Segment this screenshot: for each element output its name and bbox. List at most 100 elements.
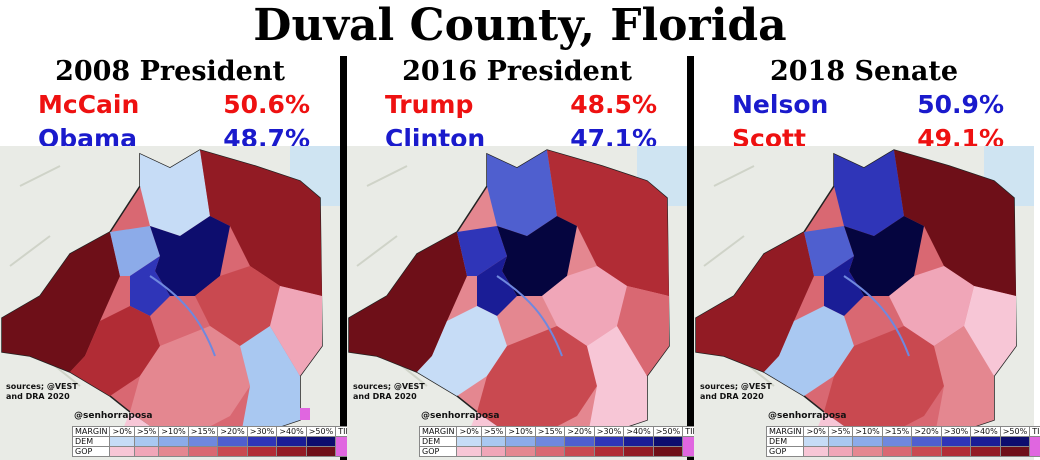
legend-dem-swatch bbox=[652, 436, 684, 447]
legend-bin: >10% bbox=[505, 426, 536, 437]
panel-divider-2 bbox=[687, 56, 694, 460]
legend-bin: >0% bbox=[109, 426, 135, 437]
candidate-percent: 50.6% bbox=[223, 90, 310, 119]
legend-gop-label: GOP bbox=[765, 446, 805, 457]
legend-gop-swatch bbox=[999, 446, 1031, 457]
legend-gop-swatch bbox=[940, 446, 972, 457]
legend-gop-swatch bbox=[480, 446, 507, 457]
margin-legend: MARGIN >0% >5% >10% >15% >20% >30% >40% … bbox=[418, 426, 701, 457]
legend-dem-swatch bbox=[133, 436, 160, 447]
legend-bin: >20% bbox=[911, 426, 942, 437]
candidate-name: McCain bbox=[38, 90, 140, 119]
legend-dem-swatch bbox=[217, 436, 248, 447]
legend-tie-swatch bbox=[1029, 436, 1040, 457]
legend-bin: >15% bbox=[187, 426, 219, 437]
candidate-row-first: Nelson 50.9% bbox=[694, 88, 1034, 122]
legend-margin-label: MARGIN bbox=[71, 426, 111, 437]
legend-dem-swatch bbox=[158, 436, 189, 447]
legend-dem-swatch bbox=[109, 436, 135, 447]
panel-title: 2018 Senate bbox=[770, 56, 958, 87]
legend-dem-label: DEM bbox=[71, 436, 111, 447]
legend-bin: >50% bbox=[305, 426, 337, 437]
legend-bin: >5% bbox=[480, 426, 507, 437]
legend-gop-swatch bbox=[217, 446, 248, 457]
legend-bin: >15% bbox=[534, 426, 566, 437]
margin-legend: MARGIN >0% >5% >10% >15% >20% >30% >40% … bbox=[71, 426, 354, 457]
legend-gop-swatch bbox=[246, 446, 278, 457]
legend-gop-swatch bbox=[276, 446, 307, 457]
candidate-row-first: Trump 48.5% bbox=[347, 88, 687, 122]
legend-gop-swatch bbox=[881, 446, 913, 457]
legend-dem-swatch bbox=[564, 436, 595, 447]
panel-divider-1 bbox=[340, 56, 347, 460]
legend-gop-swatch bbox=[505, 446, 536, 457]
legend-bin: >30% bbox=[940, 426, 972, 437]
legend-gop-swatch bbox=[852, 446, 883, 457]
candidate-name: Nelson bbox=[732, 90, 829, 119]
legend-gop-swatch bbox=[133, 446, 160, 457]
legend-bin: >50% bbox=[999, 426, 1031, 437]
legend-dem-swatch bbox=[593, 436, 625, 447]
legend-bin: >10% bbox=[852, 426, 883, 437]
author-handle: @senhorraposa bbox=[768, 411, 847, 421]
candidate-percent: 48.5% bbox=[570, 90, 657, 119]
legend-dem-swatch bbox=[305, 436, 337, 447]
precinct-map bbox=[694, 146, 1034, 460]
legend-bin: >30% bbox=[593, 426, 625, 437]
legend-gop-swatch bbox=[803, 446, 829, 457]
legend-gop-swatch bbox=[827, 446, 854, 457]
legend-dem-swatch bbox=[246, 436, 278, 447]
legend-bin: >40% bbox=[623, 426, 654, 437]
legend-gop-swatch bbox=[305, 446, 337, 457]
legend-gop-swatch bbox=[456, 446, 482, 457]
legend-bin: >10% bbox=[158, 426, 189, 437]
legend-dem-swatch bbox=[187, 436, 219, 447]
panel-2016-president: 2016 President Trump 48.5% Clinton 47.1% bbox=[347, 56, 701, 460]
legend-bin: >40% bbox=[276, 426, 307, 437]
legend-dem-swatch bbox=[456, 436, 482, 447]
legend-bin: >40% bbox=[970, 426, 1001, 437]
legend-dem-swatch bbox=[970, 436, 1001, 447]
candidate-name: Trump bbox=[385, 90, 474, 119]
legend-dem-swatch bbox=[940, 436, 972, 447]
legend-bin: TIE bbox=[1029, 426, 1040, 437]
panel-2018-senate: 2018 Senate Nelson 50.9% Scott 49.1% bbox=[694, 56, 1040, 460]
legend-gop-swatch bbox=[109, 446, 135, 457]
sources-note: sources; @VEST and DRA 2020 bbox=[353, 382, 425, 401]
legend-bin: >15% bbox=[881, 426, 913, 437]
legend-dem-label: DEM bbox=[765, 436, 805, 447]
page-title: Duval County, Florida bbox=[253, 0, 787, 51]
legend-gop-swatch bbox=[623, 446, 654, 457]
legend-margin-label: MARGIN bbox=[418, 426, 458, 437]
precinct-map bbox=[0, 146, 340, 460]
legend-gop-swatch bbox=[593, 446, 625, 457]
legend-dem-swatch bbox=[534, 436, 566, 447]
legend-gop-swatch bbox=[970, 446, 1001, 457]
legend-dem-swatch bbox=[505, 436, 536, 447]
sources-note: sources; @VEST and DRA 2020 bbox=[6, 382, 78, 401]
precinct-map bbox=[347, 146, 687, 460]
legend-dem-swatch bbox=[623, 436, 654, 447]
legend-gop-swatch bbox=[652, 446, 684, 457]
legend-dem-swatch bbox=[999, 436, 1031, 447]
legend-bin: >30% bbox=[246, 426, 278, 437]
legend-bin: >0% bbox=[803, 426, 829, 437]
panel-title: 2008 President bbox=[55, 56, 285, 87]
legend-bin: >5% bbox=[827, 426, 854, 437]
legend-dem-swatch bbox=[827, 436, 854, 447]
legend-bin: >20% bbox=[564, 426, 595, 437]
legend-dem-swatch bbox=[803, 436, 829, 447]
legend-margin-label: MARGIN bbox=[765, 426, 805, 437]
legend-bin: >50% bbox=[652, 426, 684, 437]
legend-gop-swatch bbox=[187, 446, 219, 457]
panel-2008-president: 2008 President McCain 50.6% Obama 48.7% bbox=[0, 56, 354, 460]
candidate-row-first: McCain 50.6% bbox=[0, 88, 340, 122]
author-handle: @senhorraposa bbox=[421, 411, 500, 421]
legend-dem-swatch bbox=[852, 436, 883, 447]
legend-dem-swatch bbox=[911, 436, 942, 447]
panel-title: 2016 President bbox=[402, 56, 632, 87]
legend-gop-swatch bbox=[564, 446, 595, 457]
legend-dem-swatch bbox=[276, 436, 307, 447]
candidate-percent: 50.9% bbox=[917, 90, 1004, 119]
legend-gop-label: GOP bbox=[71, 446, 111, 457]
